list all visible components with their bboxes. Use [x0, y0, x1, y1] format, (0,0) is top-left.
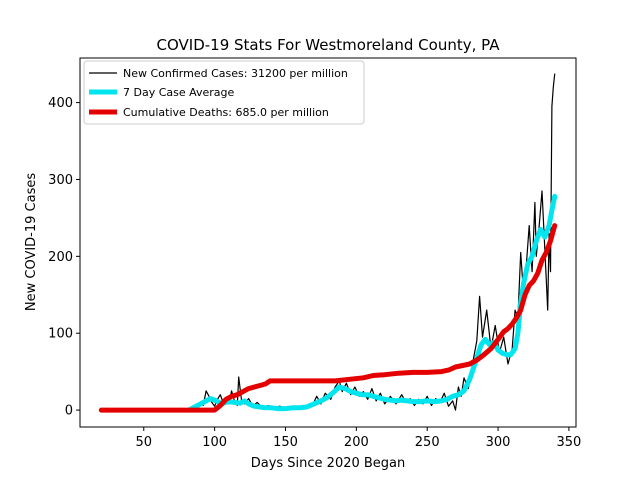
x-tick-label: 200: [344, 435, 369, 450]
x-tick-label: 250: [415, 435, 440, 450]
series-line-2: [98, 223, 558, 413]
y-axis: 0 100 200 300 400: [48, 96, 80, 419]
legend: New Confirmed Cases: 31200 per million 7…: [83, 60, 365, 125]
legend-label-deaths: Cumulative Deaths: 685.0 per million: [123, 106, 329, 119]
x-axis-label: Days Since 2020 Began: [251, 456, 406, 471]
x-tick-label: 100: [202, 435, 227, 450]
x-tick-label: 150: [273, 435, 298, 450]
y-tick-label: 200: [48, 250, 73, 265]
y-tick-label: 400: [48, 96, 73, 111]
legend-label-new-cases: New Confirmed Cases: 31200 per million: [123, 67, 348, 80]
x-tick-label: 350: [557, 435, 582, 450]
x-tick-label: 50: [135, 435, 152, 450]
x-tick-label: 300: [486, 435, 511, 450]
plot-area: [98, 73, 558, 413]
plot-frame: [79, 57, 577, 428]
y-tick-label: 0: [65, 404, 73, 419]
series-line-1: [186, 193, 558, 413]
y-tick-label: 300: [48, 173, 73, 188]
y-axis-label: New COVID-19 Cases: [24, 173, 39, 311]
y-tick-label: 100: [48, 327, 73, 342]
legend-label-7day-avg: 7 Day Case Average: [123, 86, 235, 99]
chart-title: COVID-19 Stats For Westmoreland County, …: [157, 36, 501, 54]
x-axis: 50 100 150 200 250 300 350: [135, 427, 581, 450]
legend-box: [83, 60, 365, 125]
